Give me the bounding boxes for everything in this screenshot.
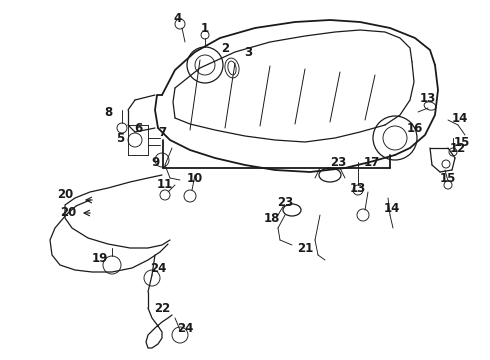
Text: 13: 13 <box>420 91 436 104</box>
Text: 3: 3 <box>244 45 252 58</box>
Text: 17: 17 <box>364 156 380 168</box>
Text: 13: 13 <box>350 181 366 194</box>
Text: 10: 10 <box>187 171 203 184</box>
Text: 1: 1 <box>201 22 209 35</box>
Text: 14: 14 <box>384 202 400 215</box>
Text: 14: 14 <box>452 112 468 125</box>
Text: 15: 15 <box>440 171 456 184</box>
Text: 20: 20 <box>60 206 76 219</box>
Text: 15: 15 <box>454 135 470 148</box>
Text: 18: 18 <box>264 211 280 225</box>
Text: 22: 22 <box>154 302 170 315</box>
Text: 5: 5 <box>116 131 124 144</box>
Text: 24: 24 <box>150 261 166 274</box>
Text: 11: 11 <box>157 179 173 192</box>
Text: 4: 4 <box>174 12 182 24</box>
Text: 8: 8 <box>104 105 112 118</box>
Text: 7: 7 <box>158 126 166 139</box>
Text: 12: 12 <box>450 141 466 154</box>
Text: 9: 9 <box>151 156 159 168</box>
Text: 24: 24 <box>177 321 193 334</box>
Text: 16: 16 <box>407 122 423 135</box>
Text: 6: 6 <box>134 122 142 135</box>
Text: 23: 23 <box>330 156 346 168</box>
Text: 2: 2 <box>221 41 229 54</box>
Text: 20: 20 <box>57 189 73 202</box>
Text: 21: 21 <box>297 242 313 255</box>
Text: 23: 23 <box>277 195 293 208</box>
Text: 19: 19 <box>92 252 108 265</box>
